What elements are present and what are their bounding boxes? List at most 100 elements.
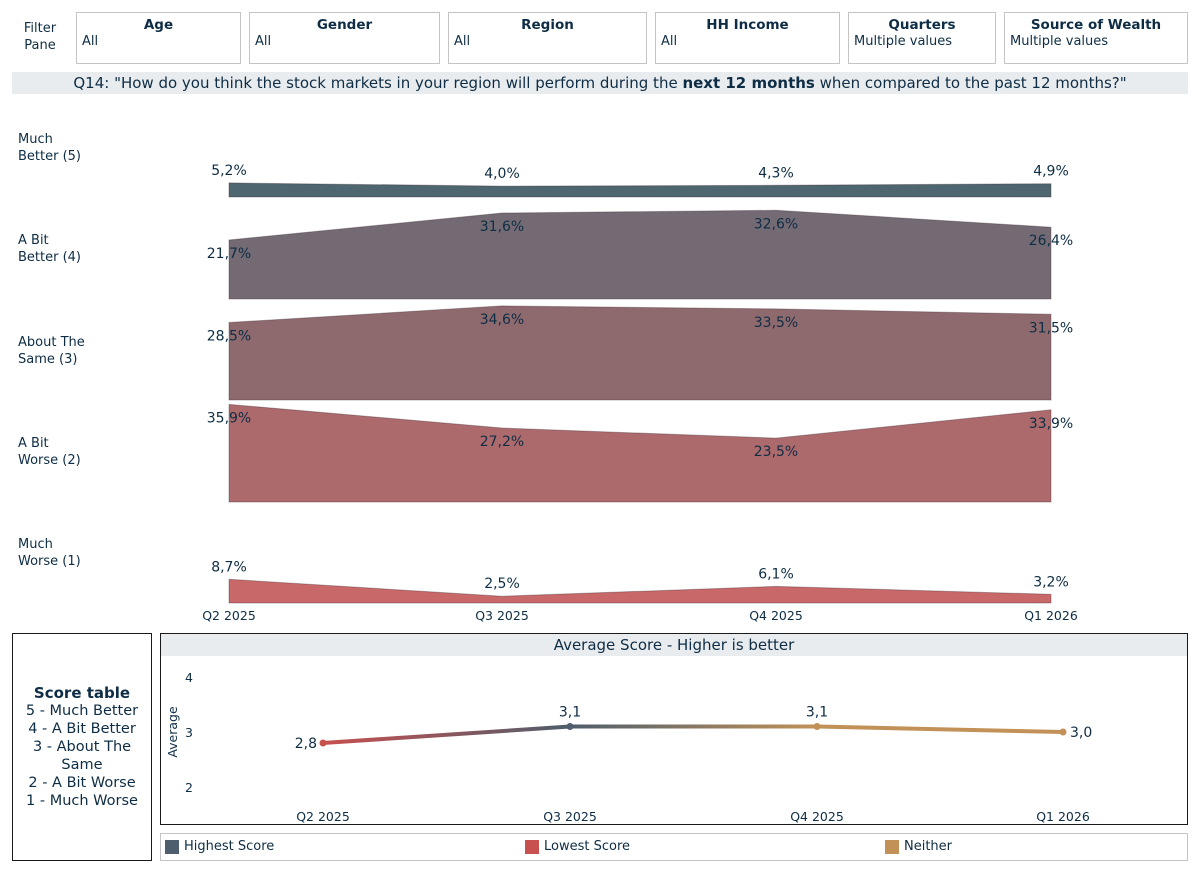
- data-label: 34,6%: [480, 312, 524, 328]
- data-label: 5,2%: [211, 163, 247, 179]
- row-label-text: About The Same (3): [18, 335, 85, 367]
- data-label: 33,5%: [754, 315, 798, 331]
- data-point[interactable]: [813, 723, 821, 730]
- filter-title: Age: [143, 17, 174, 33]
- data-label: 31,5%: [1029, 320, 1073, 336]
- y-tick-label: 3: [185, 725, 193, 740]
- filter-title: Gender: [316, 17, 373, 33]
- score-table-line: 5 - Much Better: [25, 703, 139, 719]
- area-series-5: 8,7% 2,5% 6,1% 3,2%: [211, 559, 1069, 604]
- filter-pane-label-text: Filter Pane: [23, 21, 57, 53]
- data-label: 21,7%: [207, 246, 251, 262]
- filter-region[interactable]: Region All: [448, 12, 647, 64]
- area-shape[interactable]: [228, 182, 1052, 198]
- data-point[interactable]: [319, 739, 327, 747]
- filter-value: Multiple values: [854, 34, 953, 49]
- row-label-text: Much Better (5): [18, 132, 82, 164]
- x-tick-label: Q3 2025: [543, 809, 597, 824]
- x-tick-label: Q1 2026: [1024, 608, 1078, 623]
- filter-value: All: [454, 34, 471, 49]
- filter-pane-label: Filter Pane: [12, 20, 68, 54]
- y-axis-label: Average: [165, 706, 180, 758]
- row-label-a-bit-better: A Bit Better (4): [18, 232, 128, 266]
- line-segment: [321, 724, 572, 745]
- line-segment: [815, 724, 1065, 734]
- filter-gender[interactable]: Gender All: [249, 12, 440, 64]
- score-table-line: 4 - A Bit Better: [28, 721, 136, 737]
- row-label-text: A Bit Worse (2): [18, 436, 81, 468]
- y-tick-label: 4: [185, 670, 193, 685]
- question-suffix: when compared to the past 12 months?": [814, 74, 1127, 92]
- data-label: 32,6%: [754, 216, 798, 232]
- x-tick-label: Q4 2025: [790, 809, 844, 824]
- legend-swatch-neither: [885, 840, 899, 854]
- score-table-title: Score table: [33, 684, 131, 702]
- data-point[interactable]: [1059, 728, 1067, 736]
- data-label: 35,9%: [207, 410, 251, 426]
- area-shape[interactable]: [228, 305, 1052, 401]
- data-label: 4,0%: [484, 166, 520, 182]
- data-label: 31,6%: [480, 219, 524, 235]
- data-label: 3,1: [559, 705, 581, 721]
- legend-label: Highest Score: [184, 839, 275, 854]
- data-label: 8,7%: [211, 559, 247, 575]
- area-series-2: 21,7% 31,6% 32,6% 26,4%: [207, 209, 1073, 300]
- data-label: 3,1: [806, 705, 828, 721]
- area-series-1: 5,2% 4,0% 4,3% 4,9%: [211, 163, 1069, 198]
- data-label: 28,5%: [207, 328, 251, 344]
- legend-item-neither[interactable]: Neither: [885, 838, 952, 856]
- filter-value: Multiple values: [1010, 34, 1109, 49]
- legend-label: Neither: [904, 839, 953, 854]
- filter-title: Source of Wealth: [1030, 17, 1162, 33]
- data-label: 4,9%: [1033, 164, 1069, 180]
- filter-quarters[interactable]: Quarters Multiple values: [848, 12, 996, 64]
- question-header: Q14: "How do you think the stock markets…: [12, 72, 1188, 94]
- row-label-much-better: Much Better (5): [18, 131, 128, 165]
- question-prefix: Q14: "How do you think the stock markets…: [73, 74, 683, 92]
- area-series-3: 28,5% 34,6% 33,5% 31,5%: [207, 305, 1073, 401]
- y-tick-label: 2: [185, 780, 193, 795]
- area-series-4: 35,9% 27,2% 23,5% 33,9%: [207, 403, 1073, 503]
- data-label: 26,4%: [1029, 233, 1073, 249]
- data-label: 2,8: [295, 736, 317, 752]
- row-label-about-same: About The Same (3): [18, 334, 128, 368]
- x-tick-label: Q4 2025: [749, 608, 803, 623]
- data-label: 27,2%: [480, 434, 524, 450]
- filter-value: All: [82, 34, 99, 49]
- legend-item-lowest[interactable]: Lowest Score: [525, 838, 630, 856]
- filter-source-of-wealth[interactable]: Source of Wealth Multiple values: [1004, 12, 1188, 64]
- data-point[interactable]: [566, 723, 574, 730]
- score-table-line: 1 - Much Worse: [26, 793, 138, 809]
- legend-swatch-lowest: [525, 840, 539, 854]
- x-tick-label: Q3 2025: [475, 608, 529, 623]
- average-line-chart: 2 3 4 Average 2,8 3,1 3,1 3,0 Q2 2025 Q3 2025 Q4 2…: [165, 670, 1092, 824]
- question-bold: next 12 months: [682, 74, 815, 92]
- score-table: Score table 5 - Much Better 4 - A Bit Be…: [12, 633, 152, 861]
- legend-item-highest[interactable]: Highest Score: [165, 838, 274, 856]
- data-label: 3,2%: [1033, 574, 1069, 590]
- x-tick-label: Q1 2026: [1036, 809, 1090, 824]
- data-label: 23,5%: [754, 444, 798, 460]
- data-label: 3,0: [1070, 725, 1092, 741]
- area-shape[interactable]: [228, 578, 1052, 604]
- legend-label: Lowest Score: [544, 839, 631, 854]
- area-chart: 5,2% 4,0% 4,3% 4,9% 21,7% 31,6% 32,6% 26,4% 28,5…: [202, 163, 1078, 623]
- x-tick-label: Q2 2025: [202, 608, 256, 623]
- legend-swatch-highest: [165, 840, 179, 854]
- data-label: 6,1%: [758, 566, 794, 582]
- score-table-line: 2 - A Bit Worse: [28, 775, 136, 791]
- filter-age[interactable]: Age All: [76, 12, 241, 64]
- filter-value: All: [661, 34, 678, 49]
- row-label-text: Much Worse (1): [18, 537, 81, 569]
- area-shape[interactable]: [228, 403, 1052, 503]
- data-label: 2,5%: [484, 576, 520, 592]
- area-shape[interactable]: [228, 209, 1052, 300]
- filter-title: HH Income: [706, 17, 789, 33]
- x-tick-label: Q2 2025: [296, 809, 350, 824]
- filter-title: Quarters: [888, 17, 956, 33]
- filter-hh-income[interactable]: HH Income All: [655, 12, 840, 64]
- data-label: 4,3%: [758, 165, 794, 181]
- legend: Highest Score Lowest Score Neither: [160, 833, 1188, 861]
- row-label-text: A Bit Better (4): [18, 233, 82, 265]
- filter-value: All: [255, 34, 272, 49]
